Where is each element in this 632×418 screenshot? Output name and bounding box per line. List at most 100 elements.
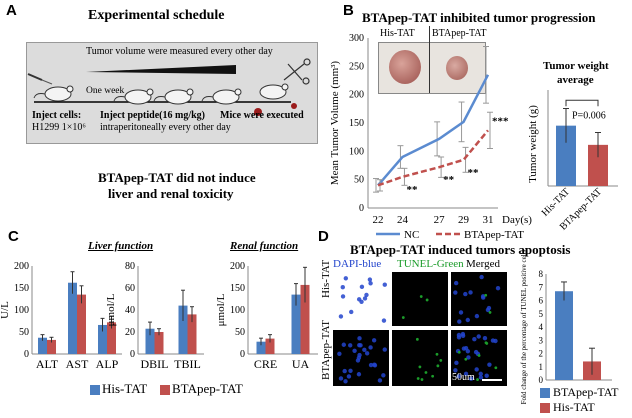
- nucleus-dot: [368, 281, 373, 286]
- y-axis-title: Fold change of the percentage of TUNEL p…: [520, 249, 528, 404]
- micrograph-his-tunel: [392, 272, 448, 326]
- row-label-bta: BTApep-TAT: [320, 320, 332, 380]
- y-tick-label: 40: [125, 305, 135, 316]
- y-tick-label: 7: [539, 282, 544, 292]
- schedule-diagram: [27, 58, 311, 116]
- photo-label-bta: BTApep-TAT: [432, 28, 487, 39]
- legend-label-nc: NC: [404, 229, 419, 241]
- tumor-specimen-bta: [446, 56, 468, 80]
- nucleus-dot: [356, 297, 362, 302]
- bar: [145, 328, 155, 354]
- mouse-icon: [153, 88, 194, 105]
- tunel-dot: [476, 378, 479, 381]
- nucleus-dot: [453, 280, 459, 286]
- nucleus-dot: [362, 347, 367, 353]
- tumor-icon: [291, 103, 297, 109]
- legend-label-his: His-TAT: [102, 381, 148, 396]
- tumor-specimen-his: [389, 50, 421, 84]
- tunel-dot: [439, 359, 443, 362]
- y-tick-label: 50: [19, 327, 29, 338]
- nucleus-dot: [469, 376, 474, 381]
- tunel-dot: [436, 364, 440, 368]
- y-tick-label: 60: [125, 283, 135, 294]
- bar: [265, 338, 275, 354]
- channel-label-merged: Merged: [466, 258, 501, 270]
- nucleus-dot: [358, 343, 363, 348]
- panel-label-d: D: [318, 228, 329, 245]
- tunel-dot: [424, 371, 428, 374]
- y-tick-label: 200: [230, 261, 245, 272]
- nucleus-dot: [368, 362, 374, 368]
- nucleus-dot: [382, 282, 387, 287]
- apoptosis-title: BTApep-TAT induced tumors apoptosis: [350, 242, 571, 257]
- panel-label-c: C: [8, 228, 19, 245]
- bar: [555, 291, 573, 380]
- tunel-dot: [494, 366, 498, 370]
- weight-title-1: Tumor weight: [543, 60, 609, 72]
- nucleus-dot: [456, 374, 461, 379]
- nucleus-dot: [340, 285, 345, 290]
- y-tick-label: 50: [235, 327, 245, 338]
- y-tick-label: 0: [24, 349, 29, 360]
- x-tick-label: DBIL: [141, 357, 169, 371]
- tunel-legend-swatch-bta: [540, 388, 550, 398]
- tunel-dot: [464, 357, 468, 361]
- bar: [154, 332, 164, 354]
- nucleus-dot: [480, 295, 486, 300]
- nucleus-dot: [343, 379, 348, 384]
- significance-mark: ***: [492, 115, 509, 127]
- x-tick-label: TBIL: [174, 357, 201, 371]
- nucleus-dot: [457, 319, 462, 324]
- nucleus-dot: [371, 338, 377, 343]
- tunel-dot: [401, 316, 405, 319]
- y-tick-label: 1: [539, 362, 544, 372]
- bar: [38, 337, 47, 354]
- tunel-dot: [418, 365, 422, 369]
- tunel-dot: [415, 337, 419, 341]
- nucleus-dot: [341, 342, 347, 347]
- nucleus-dot: [474, 367, 479, 372]
- nucleus-dot: [476, 334, 481, 339]
- scale-bar-label: 50um: [452, 372, 475, 383]
- legend-label-bta: BTApep-TAT: [172, 381, 243, 396]
- y-axis-title: μmol/L: [215, 293, 227, 326]
- nucleus-dot: [454, 360, 459, 366]
- bar: [588, 144, 608, 186]
- nucleus-dot: [364, 351, 370, 356]
- y-tick-label: 150: [14, 283, 29, 294]
- tunel-dot: [457, 350, 461, 354]
- y-tick-label: 200: [349, 90, 364, 101]
- significance-bracket: [565, 99, 599, 107]
- y-tick-label: 250: [349, 61, 364, 72]
- panel-label-a: A: [6, 2, 17, 19]
- nucleus-dot: [337, 351, 342, 356]
- nucleus-dot: [461, 346, 467, 351]
- renal-function-title: Renal function: [230, 240, 299, 252]
- photo-divider: [429, 26, 430, 93]
- bar: [98, 324, 107, 354]
- tunel-dot: [484, 293, 488, 297]
- nucleus-dot: [473, 349, 479, 355]
- significance-mark: **: [468, 167, 480, 179]
- liver-umol-chart: 0 20 40 60 80 μmol/L DBIL TBIL: [105, 261, 204, 371]
- nucleus-dot: [490, 338, 496, 343]
- x-tick-label: His-TAT: [540, 186, 572, 218]
- nucleus-dot: [364, 292, 369, 298]
- nucleus-dot: [352, 348, 357, 354]
- pvalue-label: P=0.006: [572, 110, 606, 121]
- scale-bar: [482, 379, 502, 381]
- tunel-dot: [488, 311, 492, 314]
- bar: [256, 341, 266, 354]
- injection-route-label: intraperitoneally every other day: [100, 122, 231, 133]
- tumor-note: Tumor volume were measured every other d…: [86, 46, 273, 57]
- series-line: [377, 74, 490, 187]
- inject-cells-label: Inject cells:: [32, 110, 82, 121]
- tunel-dot: [419, 295, 423, 298]
- nucleus-dot: [474, 313, 480, 319]
- mouse-icon: [259, 83, 289, 100]
- y-tick-label: 0: [240, 349, 245, 360]
- one-week-label: One week: [86, 86, 125, 96]
- y-tick-label: 6: [539, 296, 544, 306]
- x-tick-label: 29: [458, 214, 470, 226]
